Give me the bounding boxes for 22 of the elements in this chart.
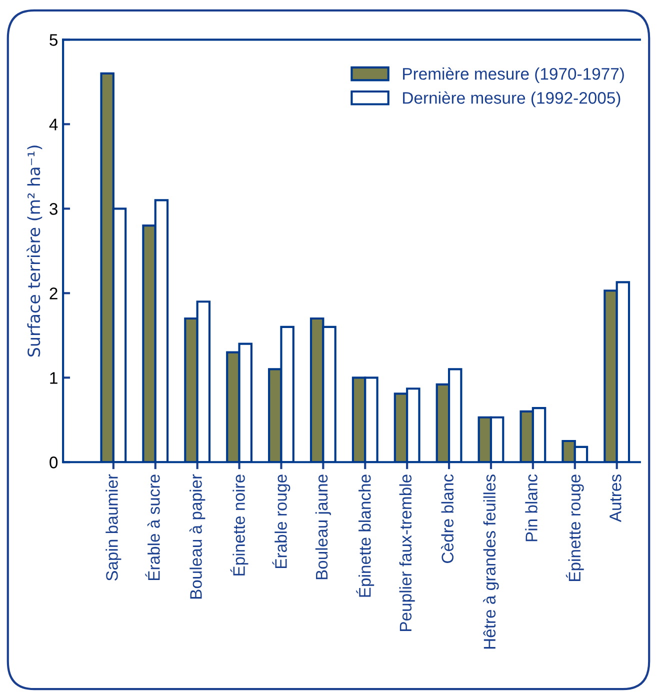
legend-label: Dernière mesure (1992-2005) [403,91,620,108]
y-tick-label: 4 [49,118,58,130]
x-tick-label: Épinette blanche [356,474,374,597]
x-tick-label: Hêtre à grandes feuilles [483,474,499,649]
x-tick-label: Bouleau jaune [315,474,331,580]
x-tick-label: Sapin baumier [106,474,122,581]
y-tick-label: 5 [50,34,58,46]
x-tick-label: Cèdre blanc [441,474,454,563]
x-tick-label: Érable rouge [272,474,290,568]
x-tick-label: Peuplier faux-tremble [399,474,415,631]
x-tick-label: Pin blanc [525,474,538,542]
y-tick-label: 0 [50,456,58,468]
x-tick-label: Autres [610,474,622,522]
y-tick-label: 2 [50,288,58,300]
y-tick-label: 1 [50,372,58,384]
y-axis-title: Surface terrière (m² ha⁻¹) [26,146,42,356]
x-tick-label: Bouleau à papier [189,474,206,599]
x-tick-label: Érable à sucre [145,474,160,580]
legend-label: Première mesure (1970-1977) [403,67,624,84]
x-tick-label: Épinette noire [230,474,248,576]
x-tick-label: Épinette rouge [566,474,584,581]
y-tick-label: 3 [50,203,58,215]
